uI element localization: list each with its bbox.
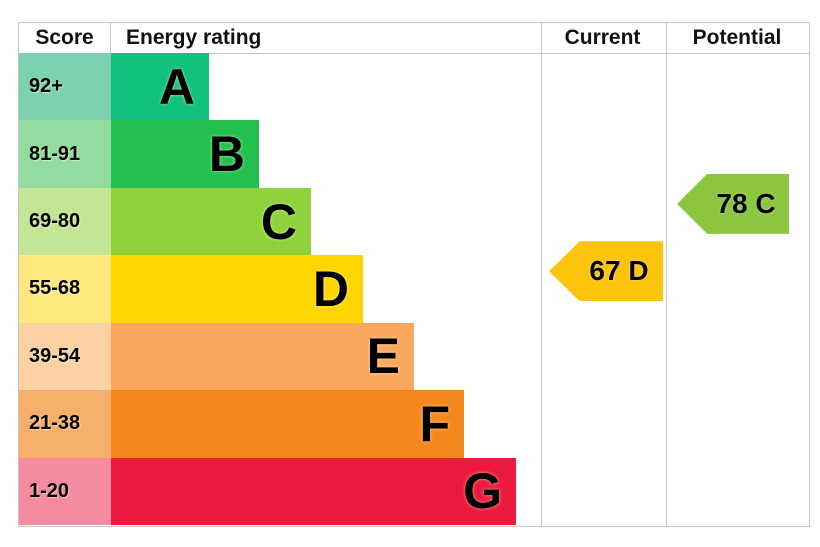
band-score-range: 21-38 [19, 390, 111, 458]
band-score-range: 39-54 [19, 322, 111, 391]
band-letter: F [419, 395, 450, 452]
current-rating-arrow: 67 D [549, 241, 663, 302]
band-score-range: 69-80 [19, 187, 111, 256]
potential-rating-arrow: 78 C [677, 173, 789, 234]
band-bar: B [111, 120, 259, 188]
band-row-e: 39-54 E [19, 322, 541, 391]
band-bar: C [111, 187, 311, 256]
epc-energy-rating-chart: Score Energy rating Current Potential 92… [18, 22, 810, 527]
current-column-divider [541, 23, 542, 526]
header-energy-rating: Energy rating [126, 26, 262, 49]
band-score-range: 1-20 [19, 457, 111, 525]
band-letter: B [208, 126, 245, 183]
band-letter: D [312, 260, 349, 317]
band-bar: F [111, 390, 464, 458]
band-letter: C [260, 193, 297, 250]
header-score: Score [19, 23, 111, 53]
band-row-g: 1-20 G [19, 457, 541, 525]
band-row-c: 69-80 C [19, 187, 541, 256]
band-score-range: 92+ [19, 53, 111, 121]
band-rows: 92+ A 81-91 B 69-80 C 55-68 D 39-54 E 21-38 F 1-20 G [19, 53, 541, 525]
band-bar: D [111, 255, 363, 323]
potential-column-divider [666, 23, 667, 526]
chart-header-row: Score Energy rating Current Potential [19, 23, 809, 54]
band-row-a: 92+ A [19, 53, 541, 121]
band-score-range: 55-68 [19, 255, 111, 323]
band-letter: A [158, 58, 195, 115]
band-row-b: 81-91 B [19, 120, 541, 188]
potential-rating-label: 78 C [716, 187, 776, 219]
band-row-d: 55-68 D [19, 255, 541, 323]
current-rating-label: 67 D [589, 255, 649, 287]
header-current: Current [564, 26, 641, 49]
band-letter: E [366, 328, 400, 385]
band-bar: A [111, 53, 209, 121]
header-potential: Potential [692, 26, 782, 49]
band-score-range: 81-91 [19, 120, 111, 188]
band-row-f: 21-38 F [19, 390, 541, 458]
band-letter: G [463, 463, 502, 520]
band-bar: G [111, 457, 516, 525]
band-bar: E [111, 322, 414, 391]
